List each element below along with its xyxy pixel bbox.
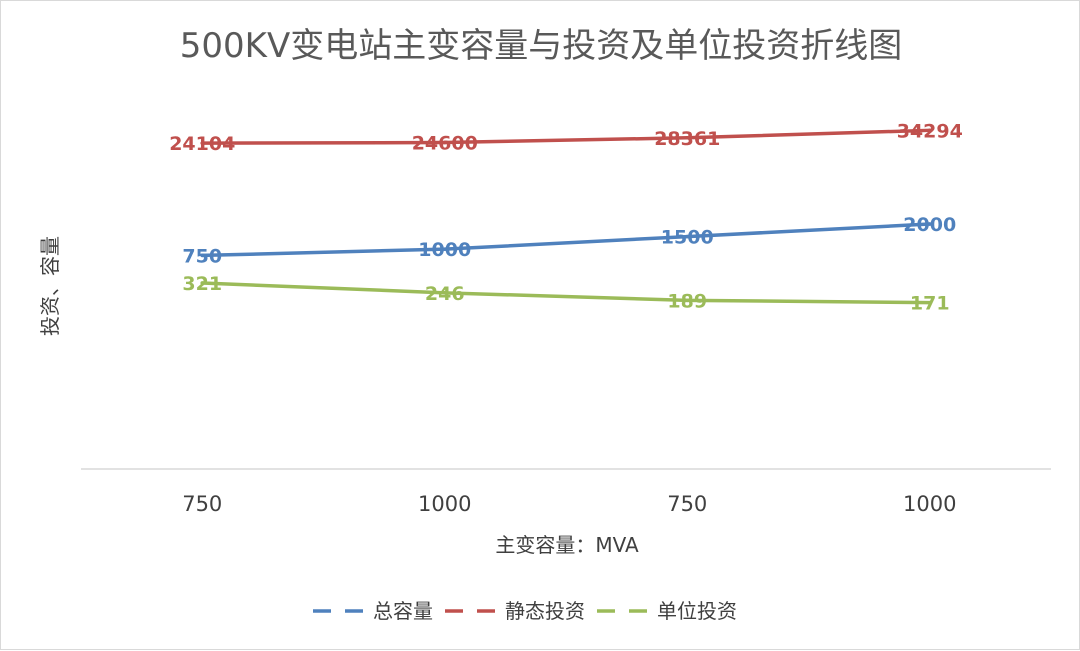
- series-lines: [200, 128, 932, 305]
- data-label: 171: [910, 293, 950, 315]
- data-label: 246: [425, 283, 465, 305]
- data-labels: 750 1000 1500 2000 24104 24600 28361 34294 321 24…: [169, 120, 963, 314]
- data-label: 189: [667, 290, 707, 312]
- data-label: 24600: [412, 133, 478, 155]
- data-point: [200, 141, 205, 145]
- x-tick-labels: 750 1000 750 1000: [182, 492, 956, 516]
- data-point: [927, 300, 932, 305]
- data-point: [200, 281, 205, 285]
- data-label: 34294: [897, 120, 963, 142]
- data-point: [927, 222, 932, 226]
- legend-label: 静态投资: [505, 599, 585, 623]
- legend: 总容量 静态投资 单位投资: [313, 599, 737, 623]
- data-point: [685, 234, 690, 239]
- data-label: 24104: [169, 133, 235, 155]
- legend-label: 单位投资: [657, 599, 737, 623]
- x-tick-label: 750: [182, 492, 222, 516]
- x-tick-label: 1000: [418, 492, 471, 516]
- data-label: 28361: [654, 128, 720, 150]
- y-axis-title: 投资、容量: [38, 236, 62, 336]
- data-point: [685, 298, 690, 303]
- data-label: 1500: [661, 227, 714, 249]
- data-point: [200, 253, 205, 258]
- data-label: 2000: [903, 214, 956, 236]
- data-label: 1000: [418, 239, 471, 261]
- series-line: [200, 128, 932, 145]
- chart-title: 500KV变电站主变容量与投资及单位投资折线图: [180, 26, 902, 66]
- legend-label: 总容量: [373, 599, 433, 623]
- data-label: 321: [182, 273, 222, 295]
- series-line: [200, 281, 932, 305]
- data-point: [442, 140, 447, 145]
- data-label: 750: [182, 245, 222, 267]
- data-point: [927, 128, 932, 133]
- x-tick-label: 750: [667, 492, 707, 516]
- x-tick-label: 1000: [903, 492, 956, 516]
- series-line: [200, 222, 932, 258]
- data-point: [442, 291, 447, 295]
- x-axis-title: 主变容量：MVA: [495, 533, 639, 557]
- data-point: [442, 247, 447, 251]
- data-point: [685, 135, 690, 140]
